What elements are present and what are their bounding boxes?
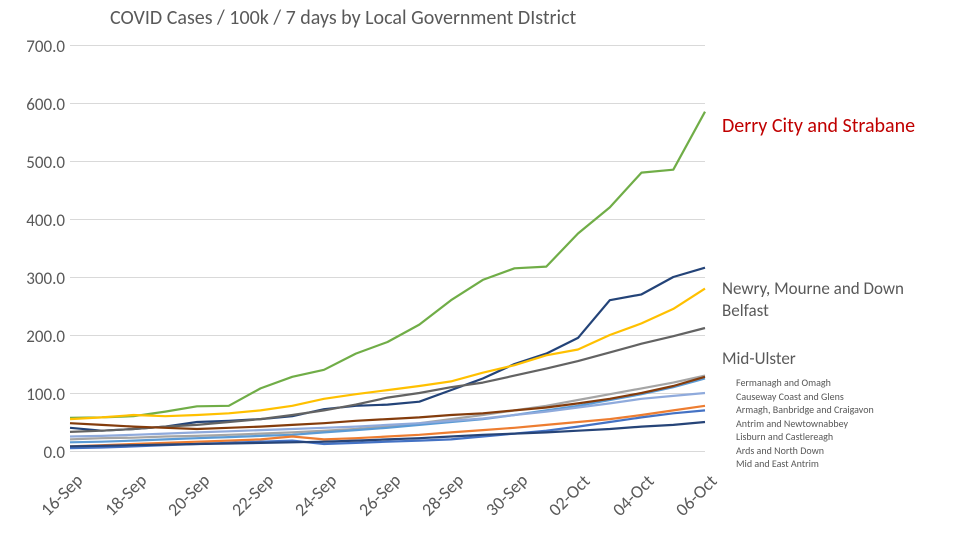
legend-secondary: Fermanagh and OmaghCauseway Coast and Gl… <box>736 376 874 471</box>
legend-item: Derry City and Strabane <box>722 114 915 138</box>
legend-item-small: Ards and North Down <box>736 444 874 458</box>
legend-item: Belfast <box>722 300 769 321</box>
legend-item-small: Antrim and Newtownabbey <box>736 417 874 431</box>
legend-item-small: Lisburn and Castlereagh <box>736 430 874 444</box>
series-line <box>70 112 705 418</box>
legend-item: Mid-Ulster <box>722 348 796 369</box>
legend-item-small: Mid and East Antrim <box>736 457 874 471</box>
chart-container: COVID Cases / 100k / 7 days by Local Gov… <box>0 0 976 549</box>
legend-item-small: Armagh, Banbridge and Craigavon <box>736 403 874 417</box>
series-line <box>70 268 705 431</box>
legend-item-small: Causeway Coast and Glens <box>736 390 874 404</box>
legend-item-small: Fermanagh and Omagh <box>736 376 874 390</box>
legend-item: Newry, Mourne and Down <box>722 278 904 299</box>
